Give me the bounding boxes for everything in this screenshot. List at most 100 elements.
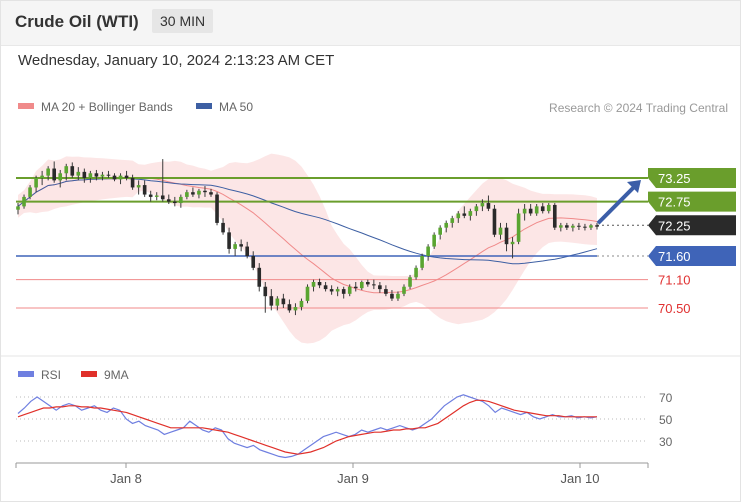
candle-body bbox=[52, 168, 56, 181]
bollinger-bands bbox=[18, 153, 597, 344]
candle-body bbox=[281, 298, 286, 305]
candle-body bbox=[359, 282, 364, 289]
candle-body bbox=[571, 225, 575, 228]
ma50-legend-swatch bbox=[196, 103, 212, 109]
candle-body bbox=[46, 168, 50, 176]
candle-body bbox=[64, 166, 69, 174]
candle-body bbox=[402, 286, 406, 294]
candle-body bbox=[372, 284, 376, 286]
candle-body bbox=[426, 246, 430, 256]
candle-body bbox=[378, 285, 382, 290]
resistance-label: 73.25 bbox=[658, 171, 691, 186]
candle-body bbox=[197, 190, 201, 195]
rsi-legend-label: RSI bbox=[41, 368, 61, 382]
ma20-legend-swatch bbox=[18, 103, 34, 109]
candle-body bbox=[498, 227, 503, 235]
candle-body bbox=[112, 175, 117, 180]
candle-body bbox=[474, 206, 479, 212]
rsi-tick-label: 70 bbox=[659, 391, 673, 405]
candle-body bbox=[552, 204, 557, 228]
rsi-line bbox=[17, 394, 598, 459]
candle-body bbox=[522, 208, 527, 214]
candle-body bbox=[106, 174, 111, 176]
rsi-legend-swatch bbox=[18, 371, 34, 377]
x-tick-label: Jan 8 bbox=[110, 471, 142, 486]
resistance-label: 72.75 bbox=[658, 195, 691, 210]
candle-body bbox=[245, 246, 249, 256]
candle-body bbox=[88, 173, 93, 178]
candle-body bbox=[160, 195, 165, 200]
candle-body bbox=[366, 282, 370, 285]
candle-body bbox=[353, 286, 358, 289]
candle-body bbox=[414, 267, 418, 278]
x-tick-label: Jan 10 bbox=[560, 471, 599, 486]
credit-text: Research © 2024 Trading Central bbox=[549, 101, 728, 115]
candle-body bbox=[154, 195, 159, 197]
support-label: 70.50 bbox=[658, 301, 691, 316]
ma20-legend-label: MA 20 + Bollinger Bands bbox=[41, 100, 173, 114]
candle-body bbox=[40, 175, 44, 178]
candle-body bbox=[504, 227, 509, 245]
candle-body bbox=[456, 213, 461, 219]
candle-body bbox=[275, 298, 280, 306]
candle-body bbox=[16, 206, 20, 210]
current-price-label: 72.25 bbox=[658, 218, 691, 233]
candle-body bbox=[263, 286, 268, 297]
candles bbox=[16, 159, 599, 316]
candle-body bbox=[516, 213, 521, 242]
candle-body bbox=[287, 304, 292, 311]
candle-body bbox=[311, 282, 316, 287]
candle-body bbox=[438, 227, 442, 235]
price-level-labels: 73.25 72.75 72.25 71.60 71.10 70.50 bbox=[648, 168, 736, 316]
candle-body bbox=[118, 175, 123, 180]
candle-body bbox=[239, 244, 243, 247]
candle-body bbox=[468, 211, 473, 216]
pivot-label: 71.60 bbox=[658, 249, 691, 264]
candle-body bbox=[251, 256, 256, 268]
bollinger-band-area bbox=[18, 153, 597, 344]
candle-body bbox=[94, 173, 99, 177]
candle-body bbox=[559, 225, 563, 228]
candle-body bbox=[70, 166, 75, 176]
candle-body bbox=[166, 199, 171, 202]
candle-body bbox=[317, 282, 322, 286]
candle-body bbox=[215, 194, 219, 223]
candle-body bbox=[335, 289, 340, 292]
candle-body bbox=[444, 222, 449, 228]
candle-body bbox=[130, 178, 135, 188]
candle-body bbox=[540, 206, 545, 212]
candle-body bbox=[492, 208, 497, 235]
support-label: 71.10 bbox=[658, 273, 691, 288]
candle-body bbox=[341, 289, 346, 294]
candle-body bbox=[384, 289, 388, 294]
candle-body bbox=[462, 213, 467, 216]
candle-body bbox=[480, 203, 485, 207]
candle-body bbox=[408, 277, 412, 287]
candle-body bbox=[583, 226, 587, 228]
candle-body bbox=[589, 225, 593, 228]
candle-body bbox=[124, 175, 129, 178]
candle-body bbox=[299, 300, 304, 308]
candle-body bbox=[432, 234, 436, 247]
timeframe-button[interactable]: 30 MIN bbox=[152, 9, 214, 33]
rsi-ma-legend-swatch bbox=[81, 371, 97, 377]
x-axis-ticks: Jan 8 Jan 9 Jan 10 bbox=[15, 463, 649, 486]
candle-body bbox=[486, 203, 491, 209]
resistance-tag bbox=[648, 168, 736, 188]
candle-body bbox=[34, 178, 38, 188]
forecast-arrow bbox=[596, 180, 641, 225]
candle-body bbox=[76, 171, 81, 176]
x-tick-label: Jan 9 bbox=[337, 471, 369, 486]
candle-body bbox=[546, 204, 551, 212]
forecast-arrow-shaft bbox=[596, 184, 637, 225]
candle-body bbox=[185, 192, 189, 197]
candle-body bbox=[191, 192, 195, 195]
forecast-arrow-head bbox=[627, 180, 641, 193]
candle-body bbox=[28, 187, 32, 197]
rsi-tick-label: 30 bbox=[659, 435, 673, 449]
candle-body bbox=[148, 194, 153, 197]
rsi-tick-label: 50 bbox=[659, 413, 673, 427]
candle-body bbox=[58, 173, 63, 181]
candle-body bbox=[203, 190, 207, 193]
